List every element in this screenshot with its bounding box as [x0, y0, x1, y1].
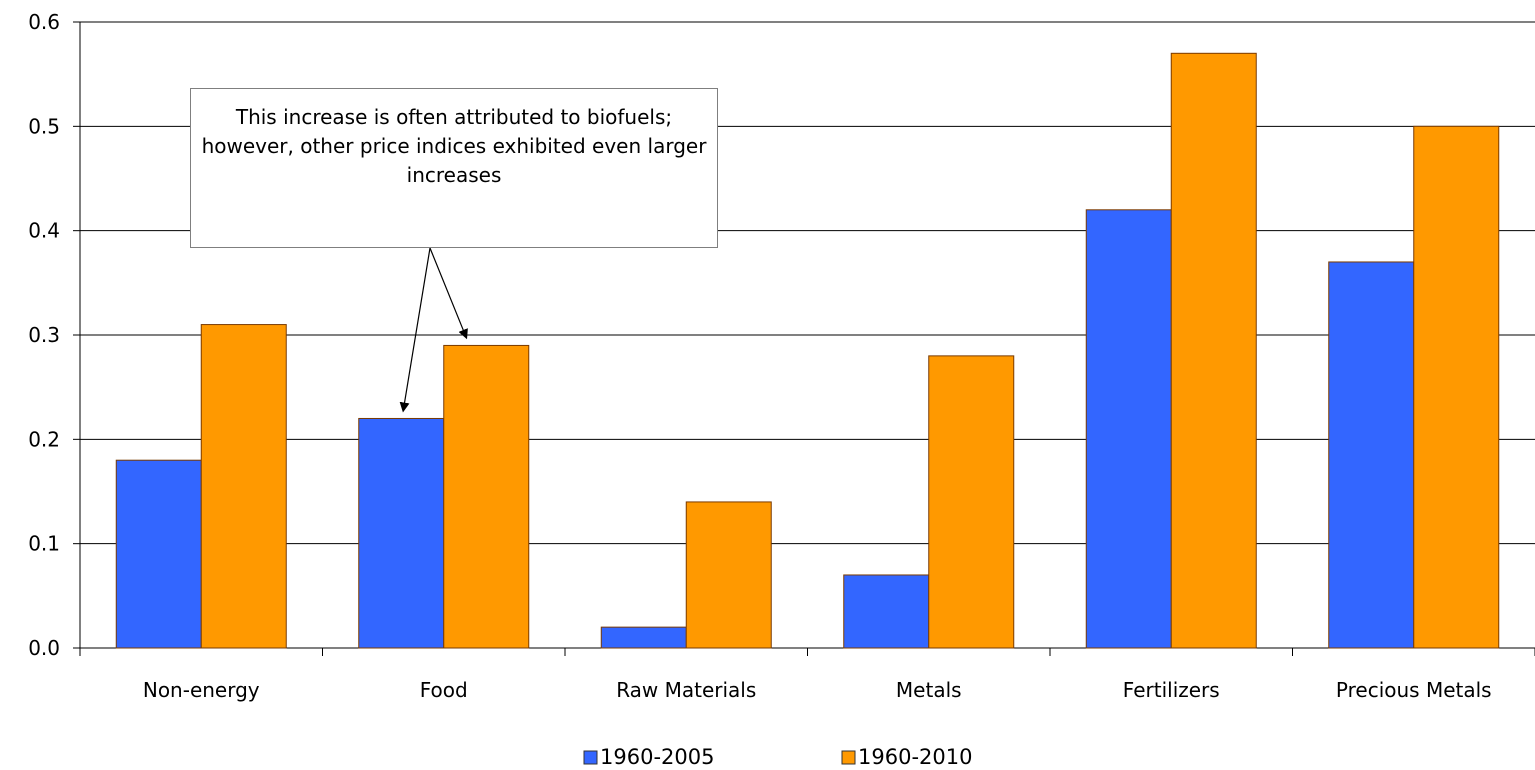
bar-1960-2005-non-energy	[115, 459, 202, 649]
bar-1960-2010-food	[443, 344, 530, 649]
annotation-arrow	[429, 247, 468, 340]
y-tick-label: 0.5	[28, 114, 60, 138]
annotation-arrows	[399, 247, 468, 413]
legend-swatch	[583, 750, 598, 765]
bar-1960-2005-food	[358, 417, 445, 649]
y-tick-label: 0.3	[28, 323, 60, 347]
annotation-callout: This increase is often attributed to bio…	[190, 88, 718, 248]
y-tick-label: 0.6	[28, 10, 60, 34]
bar-1960-2005-precious-metals	[1328, 261, 1415, 649]
bar-1960-2010-fertilizers	[1170, 52, 1257, 649]
x-tick-label: Food	[420, 678, 468, 702]
bar-1960-2005-raw-materials	[600, 626, 687, 649]
legend-label: 1960-2010	[858, 745, 972, 769]
bar-1960-2005-metals	[843, 574, 930, 649]
bar-1960-2010-non-energy	[200, 324, 287, 649]
x-tick-label: Raw Materials	[616, 678, 756, 702]
bar-1960-2010-raw-materials	[685, 501, 772, 649]
x-tick-label: Metals	[896, 678, 962, 702]
bar-1960-2005-fertilizers	[1085, 209, 1172, 649]
y-tick-label: 0.2	[28, 427, 60, 451]
y-tick-label: 0.4	[28, 219, 60, 243]
bars	[115, 52, 1500, 649]
bar-1960-2010-metals	[928, 355, 1015, 649]
x-tick-label: Non-energy	[143, 678, 260, 702]
annotation-arrow	[399, 247, 431, 413]
x-tick-labels: Non-energy Food Raw Materials Metals Fertili…	[143, 678, 1492, 702]
x-tick-label: Precious Metals	[1336, 678, 1492, 702]
bar-1960-2010-precious-metals	[1413, 125, 1500, 649]
y-tick-label: 0.1	[28, 532, 60, 556]
x-tick-label: Fertilizers	[1123, 678, 1220, 702]
axes	[79, 22, 1535, 656]
y-tick-labels: 0.0 0.1 0.2 0.3 0.4 0.5 0.6	[28, 10, 60, 660]
legend-label: 1960-2005	[600, 745, 714, 769]
legend: 1960-2005 1960-2010	[583, 745, 972, 769]
y-tick-label: 0.0	[28, 636, 60, 660]
gridlines	[73, 21, 1535, 649]
legend-swatch	[841, 750, 856, 765]
